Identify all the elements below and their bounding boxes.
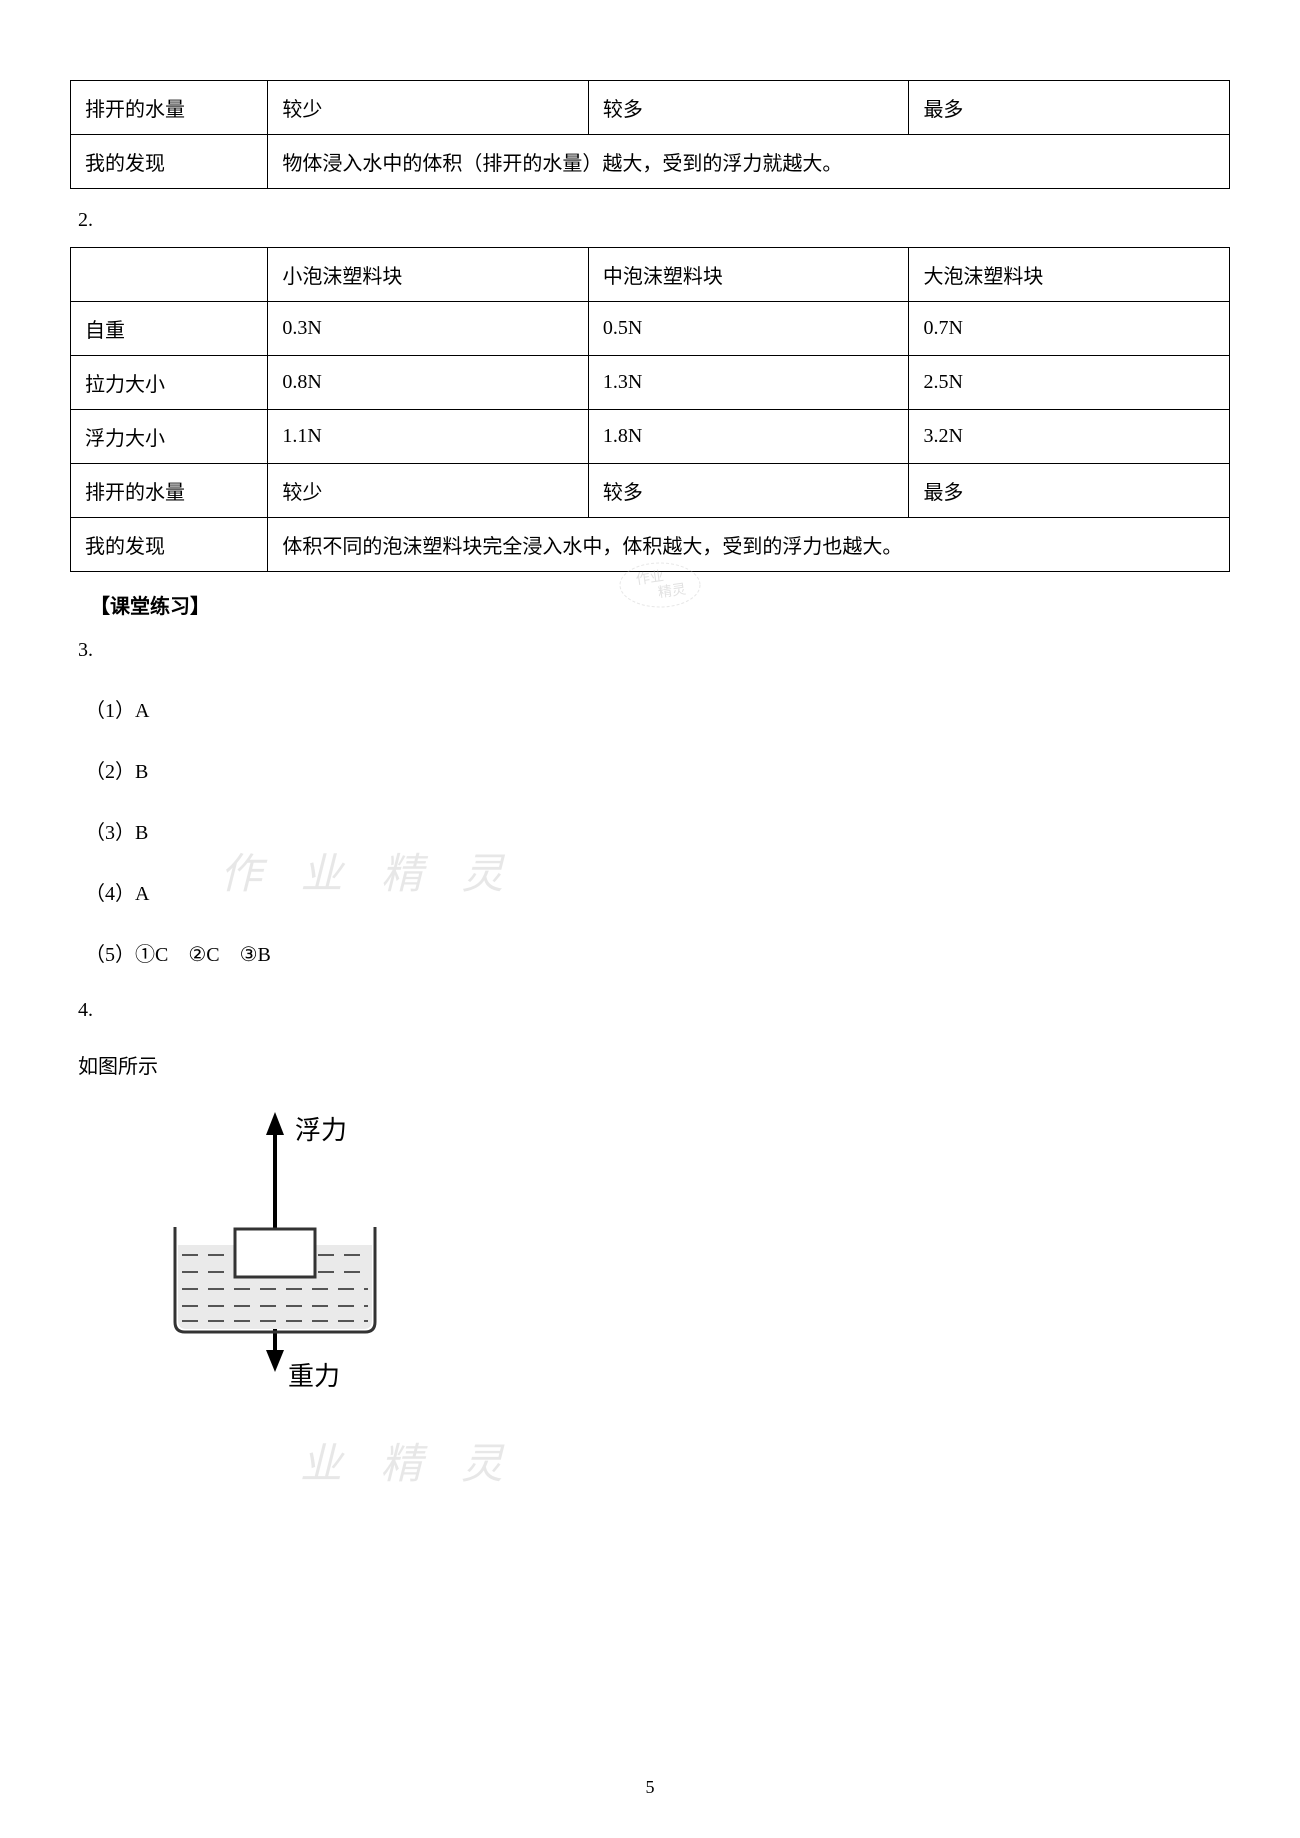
table-cell: 0.3N xyxy=(268,302,589,356)
table-row: 我的发现 体积不同的泡沫塑料块完全浸入水中，体积越大，受到的浮力也越大。 xyxy=(71,518,1230,572)
section-header-classroom: 【课堂练习】 xyxy=(90,590,1230,619)
table-cell: 较少 xyxy=(268,81,589,135)
table-cell: 0.5N xyxy=(588,302,909,356)
table-cell: 最多 xyxy=(909,81,1230,135)
table-cell: 1.1N xyxy=(268,410,589,464)
table-cell-label: 我的发现 xyxy=(71,518,268,572)
table-cell: 1.8N xyxy=(588,410,909,464)
table-cell-label: 我的发现 xyxy=(71,135,268,189)
question-number-2: 2. xyxy=(78,209,1230,232)
table-header-cell: 中泡沫塑料块 xyxy=(588,248,909,302)
watermark-text-bottom: 业 精 灵 xyxy=(300,1430,517,1491)
table-row: 排开的水量 较少 较多 最多 xyxy=(71,464,1230,518)
table-cell-label: 拉力大小 xyxy=(71,356,268,410)
question-number-3: 3. xyxy=(78,639,1230,662)
table-header-cell: 大泡沫塑料块 xyxy=(909,248,1230,302)
table-row: 自重 0.3N 0.5N 0.7N xyxy=(71,302,1230,356)
table-cell-label: 浮力大小 xyxy=(71,410,268,464)
table-cell-empty xyxy=(71,248,268,302)
table-cell-label: 排开的水量 xyxy=(71,81,268,135)
page-number: 5 xyxy=(0,1777,1300,1798)
answer-3-4: （4）A xyxy=(85,877,1230,906)
figure-label-bottom: 重力 xyxy=(288,1362,340,1391)
question-number-4: 4. xyxy=(78,999,1230,1022)
answer-3-5: （5）①C ②C ③B xyxy=(85,938,1230,967)
table-cell: 较多 xyxy=(588,81,909,135)
table-row: 拉力大小 0.8N 1.3N 2.5N xyxy=(71,356,1230,410)
answer-3-2: （2）B xyxy=(85,755,1230,784)
figure-label-top: 浮力 xyxy=(295,1116,347,1145)
table-cell: 3.2N xyxy=(909,410,1230,464)
answer-3-3: （3）B xyxy=(85,816,1230,845)
table-row: 我的发现 物体浸入水中的体积（排开的水量）越大，受到的浮力就越大。 xyxy=(71,135,1230,189)
table-cell: 2.5N xyxy=(909,356,1230,410)
table-cell: 较少 xyxy=(268,464,589,518)
table-row: 小泡沫塑料块 中泡沫塑料块 大泡沫塑料块 xyxy=(71,248,1230,302)
table-cell: 1.3N xyxy=(588,356,909,410)
table-cell-finding: 物体浸入水中的体积（排开的水量）越大，受到的浮力就越大。 xyxy=(268,135,1230,189)
table-cell-label: 自重 xyxy=(71,302,268,356)
table-row: 排开的水量 较少 较多 最多 xyxy=(71,81,1230,135)
buoyancy-figure: 浮力 重力 xyxy=(160,1107,1230,1403)
table-cell: 最多 xyxy=(909,464,1230,518)
table-foam-blocks: 小泡沫塑料块 中泡沫塑料块 大泡沫塑料块 自重 0.3N 0.5N 0.7N 拉… xyxy=(70,247,1230,572)
table-cell: 较多 xyxy=(588,464,909,518)
table-cell-finding: 体积不同的泡沫塑料块完全浸入水中，体积越大，受到的浮力也越大。 xyxy=(268,518,1230,572)
answer-3-1: （1）A xyxy=(85,694,1230,723)
table-water-displacement: 排开的水量 较少 较多 最多 我的发现 物体浸入水中的体积（排开的水量）越大，受… xyxy=(70,80,1230,189)
figure-caption: 如图所示 xyxy=(78,1050,1230,1079)
table-header-cell: 小泡沫塑料块 xyxy=(268,248,589,302)
table-row: 浮力大小 1.1N 1.8N 3.2N xyxy=(71,410,1230,464)
table-cell: 0.8N xyxy=(268,356,589,410)
table-cell-label: 排开的水量 xyxy=(71,464,268,518)
table-cell: 0.7N xyxy=(909,302,1230,356)
